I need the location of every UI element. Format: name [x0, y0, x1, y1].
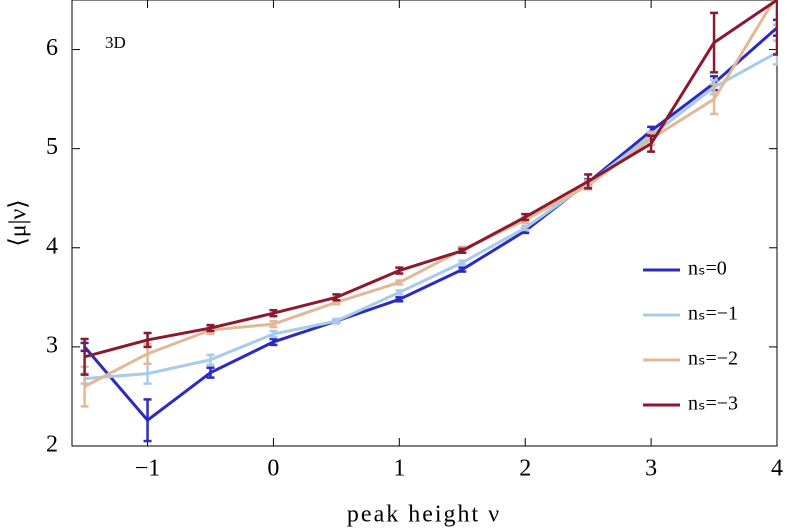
annotation: 3D — [105, 33, 126, 52]
series-line — [83, 0, 776, 388]
x-axis-label: peak height ν — [347, 502, 501, 528]
error-bar — [269, 337, 278, 347]
y-tick-label: 5 — [46, 134, 58, 160]
error-bar — [395, 266, 404, 275]
error-bar — [269, 308, 278, 318]
error-bar — [395, 279, 404, 286]
error-bar — [269, 319, 278, 329]
y-tick-label: 2 — [46, 432, 58, 458]
error-bar — [206, 366, 215, 379]
y-tick-label: 4 — [46, 233, 58, 259]
error-bar — [710, 11, 719, 74]
error-bar — [584, 173, 593, 190]
error-bar — [395, 296, 404, 303]
error-bar — [773, 0, 778, 56]
error-bar — [143, 331, 152, 349]
error-bar — [332, 317, 341, 325]
series-line — [84, 51, 778, 381]
error-bar — [332, 293, 341, 302]
x-tick-label: −1 — [135, 456, 161, 482]
x-tick-label: 4 — [771, 456, 783, 482]
series-line — [83, 26, 778, 423]
y-tick-label: 3 — [46, 332, 58, 358]
x-tick-label: 2 — [519, 456, 531, 482]
error-bar — [80, 337, 89, 376]
error-bar — [206, 353, 215, 366]
x-tick-label: 0 — [267, 456, 279, 482]
x-tick-label: 1 — [393, 456, 405, 482]
legend-label: nₛ=−1 — [688, 303, 738, 325]
error-bar — [395, 289, 404, 296]
plot-area — [80, 0, 778, 443]
error-bar — [206, 323, 215, 333]
legend-label: nₛ=−2 — [688, 348, 738, 370]
error-bar — [269, 329, 278, 339]
error-bar — [458, 247, 467, 254]
y-axis-label: ⟨μ|ν⟩ — [6, 199, 32, 246]
series-line — [84, 0, 778, 359]
error-bar — [458, 266, 467, 273]
x-tick-label: 3 — [645, 456, 657, 482]
legend-label: nₛ=−3 — [688, 393, 738, 415]
plot-frame — [71, 0, 778, 447]
legend-label: nₛ=0 — [688, 258, 727, 280]
y-tick-label: 6 — [46, 35, 58, 61]
error-bar — [521, 224, 530, 232]
error-bar — [710, 82, 719, 116]
error-bar — [521, 212, 530, 222]
error-bar — [143, 398, 152, 443]
error-bar — [647, 134, 656, 153]
error-bar — [458, 259, 467, 266]
